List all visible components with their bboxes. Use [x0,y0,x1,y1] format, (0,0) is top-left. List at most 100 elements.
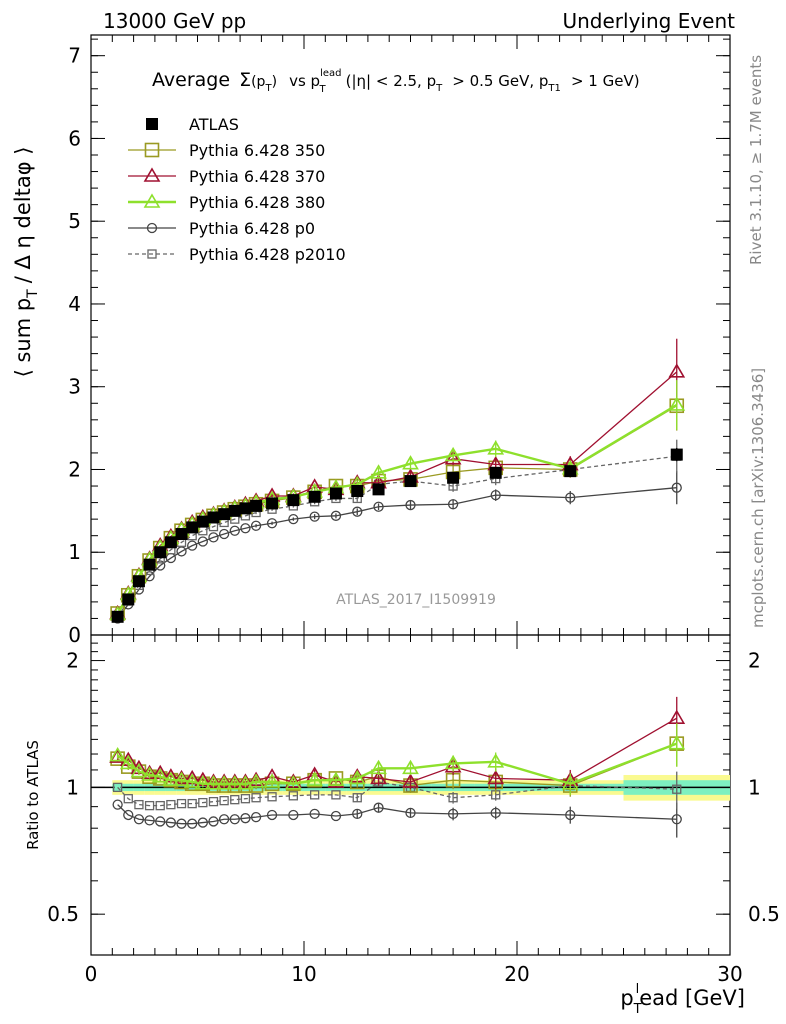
legend-label: Pythia 6.428 380 [189,193,325,212]
ratio-data-point [487,769,505,785]
data-point [444,446,462,462]
ratio-data-point [123,809,134,821]
data-point [370,464,387,479]
data-point [218,528,230,540]
ratio-y-tick-label: 1 [66,775,79,799]
ratio-data-point [309,790,320,800]
legend-entry: ATLAS [146,115,239,134]
data-point [266,497,279,510]
data-point [197,536,208,547]
data-point [229,525,240,536]
main-panel-frame [90,34,731,636]
ratio-data-point [197,817,208,828]
x-axis-label: pTlead [GeV] [620,982,745,1017]
header-right: Underlying Event [562,9,735,33]
ratio-data-point [352,793,362,803]
ratio-data-point [672,784,682,794]
data-point [487,440,505,455]
data-point [668,363,686,378]
ratio-data-point [352,808,363,820]
ratio-data-point [208,816,219,827]
ratio-data-point [198,797,208,808]
data-point [288,513,299,525]
ratio-data-point [208,796,219,807]
ratio-data-point [263,773,281,788]
series-pythia-6-428-350 [110,380,685,621]
ratio-data-point [402,759,419,775]
data-point [266,518,278,529]
ratio-data-point [668,709,686,724]
legend-marker [146,222,158,234]
ratio-data-point [309,808,320,820]
ratio-data-point [144,800,155,811]
data-point [228,504,241,517]
main-y-axis-label: ⟨ sum pT/ Δ η deltaφ ⟩ [11,147,41,378]
header-left: 13000 GeV pp [103,9,246,33]
ratio-data-point [134,799,144,810]
data-point [405,499,416,511]
data-point [671,482,682,493]
x-tick-label: 0 [85,962,98,986]
data-point [208,532,219,543]
ratio-data-point [119,754,137,770]
data-point [207,511,220,524]
ratio-data-point [112,782,123,793]
ratio-data-point [247,773,265,788]
ratio-data-point [141,766,158,781]
data-point [564,465,577,478]
series-pythia-6-428-370 [109,338,686,620]
ratio-y-axis-label: Ratio to ATLAS [24,740,42,850]
data-point [372,483,385,496]
data-point [670,448,683,461]
ratio-data-point [123,794,133,804]
ratio-data-point [144,815,155,826]
y-tick-label: 7 [68,44,81,68]
ratio-data-point [373,802,384,813]
ratio-data-point [183,773,201,788]
ratio-data-point [671,814,682,825]
data-point [196,515,209,528]
ratio-data-point [187,798,197,809]
ratio-y-tick-label: 2 [748,649,761,673]
ratio-data-point [448,793,458,803]
ratio-data-point [165,817,177,828]
legend-entry: Pythia 6.428 p2010 [128,245,346,264]
data-point [668,396,686,411]
data-point [490,489,501,501]
ratio-data-point [331,790,341,800]
mcplots-label: mcplots.cern.ch [arXiv:1306.3436] [749,368,767,628]
ratio-data-point [226,775,244,790]
ratio-data-point [133,814,145,825]
ratio-data-point [266,809,278,821]
legend-label: Pythia 6.428 370 [189,167,325,186]
data-point [239,502,252,515]
ratio-data-point [444,758,462,773]
ratio-data-point [162,771,180,786]
data-point [565,492,576,503]
ratio-data-point [288,809,299,821]
ratio-data-point [250,811,262,823]
ratio-data-point [284,775,302,790]
data-point [287,494,300,507]
ratio-data-point [490,807,501,818]
ratio-data-point [405,807,416,818]
data-point [330,510,342,521]
ratio-data-point [348,769,366,785]
ratio-data-point [194,775,212,790]
data-point [329,487,342,500]
data-point [489,466,502,479]
ratio-data-layer [91,696,730,838]
ratio-data-point [218,814,230,825]
legend-label: ATLAS [189,115,239,134]
ratio-data-point [402,773,419,788]
ratio-y-tick-label: 0.5 [748,902,780,926]
analysis-id: ATLAS_2017_I1509919 [336,592,496,608]
data-point [218,508,231,521]
y-tick-label: 4 [68,292,81,316]
ratio-data-point [327,771,345,786]
ratio-data-point [112,799,123,810]
legend: ATLAS Pythia 6.428 350 Pythia 6.428 370 Pyt… [128,115,346,264]
ratio-series-line [117,781,677,807]
ratio-data-point [370,759,387,775]
legend-entry: Pythia 6.428 370 [128,167,325,186]
